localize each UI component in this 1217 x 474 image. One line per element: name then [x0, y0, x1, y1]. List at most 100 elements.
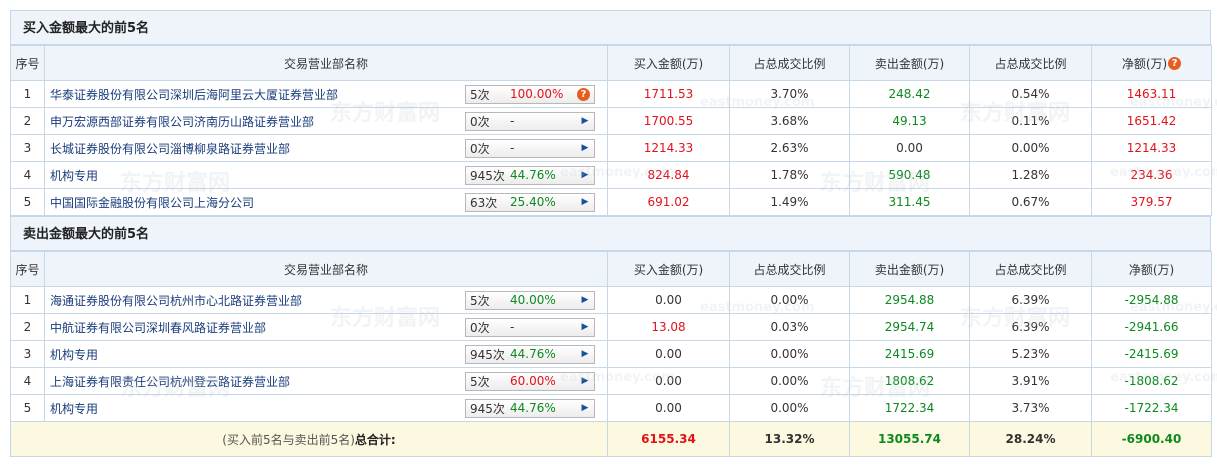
net-amount: 1463.11 — [1091, 80, 1212, 108]
branch-cell: 海通证券股份有限公司杭州市心北路证券营业部 5次 40.00% ▶ — [44, 286, 608, 314]
sell-amount: 1722.34 — [849, 394, 970, 422]
buy-section-title: 买入金额最大的前5名 — [10, 10, 1211, 45]
buy-ratio: 1.78% — [729, 161, 850, 189]
total-net: -6900.40 — [1091, 421, 1212, 457]
col-header-buy-pct-label: 占总成交比例 — [753, 56, 826, 71]
buy-ratio: 3.68% — [729, 107, 850, 135]
branch-stats-dropdown[interactable]: 5次 60.00% ▶ — [465, 371, 595, 391]
buy-amount: 1214.33 — [607, 134, 730, 162]
arrow-right-icon[interactable]: ▶ — [581, 143, 589, 153]
branch-stats-dropdown[interactable]: 0次 - ▶ — [465, 317, 595, 337]
row-index: 1 — [10, 286, 45, 314]
sell-amount: 1808.62 — [849, 367, 970, 395]
branch-cell-inner: 机构专用 945次 44.76% ▶ — [46, 163, 607, 188]
trade-count: 0次 — [470, 141, 490, 156]
branch-stats-dropdown[interactable]: 0次 - ▶ — [465, 138, 595, 158]
branch-name-link[interactable]: 中航证券有限公司深圳春风路证券营业部 — [50, 320, 267, 335]
question-icon[interactable]: ? — [577, 87, 590, 101]
branch-name-link[interactable]: 中国国际金融股份有限公司上海分公司 — [50, 195, 255, 210]
row-index: 5 — [10, 188, 45, 216]
net-amount: 379.57 — [1091, 188, 1212, 216]
dragon-tiger-board: 买入金额最大的前5名 序号 交易营业部名称 买入金额(万) 占总成交比例 卖出金额(万)… — [10, 10, 1212, 457]
row-index: 4 — [10, 367, 45, 395]
header-row: 序号 交易营业部名称 买入金额(万) 占总成交比例 卖出金额(万) 占总成交比例 净额(万)… — [10, 45, 1212, 81]
branch-name-link[interactable]: 申万宏源西部证券有限公司济南历山路证券营业部 — [50, 114, 315, 129]
branch-cell-inner: 华泰证券股份有限公司深圳后海阿里云大厦证券营业部 5次 100.00%? — [46, 82, 607, 107]
arrow-right-icon[interactable]: ▶ — [581, 322, 589, 332]
sell-amount: 590.48 — [849, 161, 970, 189]
branch-cell-inner: 机构专用 945次 44.76% ▶ — [46, 342, 607, 367]
win-rate: - — [510, 320, 515, 334]
sell-section-title: 卖出金额最大的前5名 — [10, 216, 1211, 251]
table-row: 5 机构专用 945次 44.76% ▶ 0.00 0.00% 1722.34 3.73% -17… — [10, 394, 1212, 422]
sell-ratio: 3.73% — [969, 394, 1092, 422]
win-rate: 44.76% — [510, 347, 556, 361]
col-header-net: 净额(万)? — [1091, 45, 1212, 81]
branch-name-link[interactable]: 机构专用 — [50, 401, 99, 416]
arrow-right-icon[interactable]: ▶ — [581, 170, 589, 180]
arrow-right-icon[interactable]: ▶ — [581, 197, 589, 207]
col-header-sell-pct-label: 占总成交比例 — [994, 262, 1067, 277]
branch-stats-dropdown[interactable]: 945次 44.76% ▶ — [465, 398, 595, 418]
col-header-index-label: 序号 — [15, 56, 40, 71]
sell-amount: 2415.69 — [849, 340, 970, 368]
trade-count: 945次 — [470, 401, 505, 416]
branch-name-link[interactable]: 机构专用 — [50, 168, 99, 183]
trade-count: 5次 — [470, 87, 490, 102]
row-index: 2 — [10, 107, 45, 135]
win-rate: 100.00% — [510, 87, 564, 101]
buy-ratio: 0.03% — [729, 313, 850, 341]
buy-amount: 0.00 — [607, 340, 730, 368]
col-header-buy: 买入金额(万) — [607, 251, 730, 287]
buy-amount: 1700.55 — [607, 107, 730, 135]
buy-amount: 0.00 — [607, 394, 730, 422]
branch-cell: 机构专用 945次 44.76% ▶ — [44, 340, 608, 368]
sell-ratio: 6.39% — [969, 313, 1092, 341]
col-header-sell-label: 卖出金额(万) — [874, 262, 945, 277]
branch-name-link[interactable]: 长城证券股份有限公司淄博柳泉路证券营业部 — [50, 141, 291, 156]
arrow-right-icon[interactable]: ▶ — [581, 376, 589, 386]
col-header-net: 净额(万) — [1091, 251, 1212, 287]
net-amount: -2941.66 — [1091, 313, 1212, 341]
table-row: 1 华泰证券股份有限公司深圳后海阿里云大厦证券营业部 5次 100.00%? 1711.… — [10, 80, 1212, 108]
table-row: 4 上海证券有限责任公司杭州登云路证券营业部 5次 60.00% ▶ 0.00 0.00% 1… — [10, 367, 1212, 395]
branch-name-link[interactable]: 华泰证券股份有限公司深圳后海阿里云大厦证券营业部 — [50, 87, 339, 102]
total-label-bold: 总合计: — [354, 432, 396, 447]
branch-name-link[interactable]: 上海证券有限责任公司杭州登云路证券营业部 — [50, 374, 291, 389]
col-header-sell-pct: 占总成交比例 — [969, 251, 1092, 287]
arrow-right-icon[interactable]: ▶ — [581, 349, 589, 359]
arrow-right-icon[interactable]: ▶ — [581, 295, 589, 305]
win-rate: - — [510, 141, 515, 155]
col-header-buy-pct: 占总成交比例 — [729, 45, 850, 81]
trade-count: 5次 — [470, 293, 490, 308]
arrow-right-icon[interactable]: ▶ — [581, 403, 589, 413]
branch-name-link[interactable]: 海通证券股份有限公司杭州市心北路证券营业部 — [50, 293, 303, 308]
branch-stats-dropdown[interactable]: 945次 44.76% ▶ — [465, 165, 595, 185]
trade-count: 945次 — [470, 168, 505, 183]
help-question-icon[interactable]: ? — [1168, 56, 1182, 70]
branch-cell: 长城证券股份有限公司淄博柳泉路证券营业部 0次 - ▶ — [44, 134, 608, 162]
branch-cell: 华泰证券股份有限公司深圳后海阿里云大厦证券营业部 5次 100.00%? — [44, 80, 608, 108]
arrow-right-icon[interactable]: ▶ — [581, 116, 589, 126]
branch-stats-dropdown[interactable]: 5次 100.00%? — [465, 84, 595, 104]
branch-cell-inner: 海通证券股份有限公司杭州市心北路证券营业部 5次 40.00% ▶ — [46, 288, 607, 313]
buy-table: 序号 交易营业部名称 买入金额(万) 占总成交比例 卖出金额(万) 占总成交比例 净额(万)… — [10, 45, 1212, 216]
col-header-buy-pct-label: 占总成交比例 — [753, 262, 826, 277]
win-rate: 60.00% — [510, 374, 556, 388]
trade-count: 0次 — [470, 320, 490, 335]
sell-amount: 49.13 — [849, 107, 970, 135]
sell-ratio: 0.54% — [969, 80, 1092, 108]
buy-ratio: 0.00% — [729, 394, 850, 422]
branch-cell: 上海证券有限责任公司杭州登云路证券营业部 5次 60.00% ▶ — [44, 367, 608, 395]
branch-stats-dropdown[interactable]: 0次 - ▶ — [465, 111, 595, 131]
branch-stats-dropdown[interactable]: 945次 44.76% ▶ — [465, 344, 595, 364]
row-index: 1 — [10, 80, 45, 108]
sell-ratio: 5.23% — [969, 340, 1092, 368]
branch-name-link[interactable]: 机构专用 — [50, 347, 99, 362]
buy-amount: 1711.53 — [607, 80, 730, 108]
branch-stats-dropdown[interactable]: 63次 25.40% ▶ — [465, 192, 595, 212]
branch-stats-dropdown[interactable]: 5次 40.00% ▶ — [465, 290, 595, 310]
row-index: 5 — [10, 394, 45, 422]
col-header-name: 交易营业部名称 — [44, 251, 608, 287]
net-amount: 1214.33 — [1091, 134, 1212, 162]
